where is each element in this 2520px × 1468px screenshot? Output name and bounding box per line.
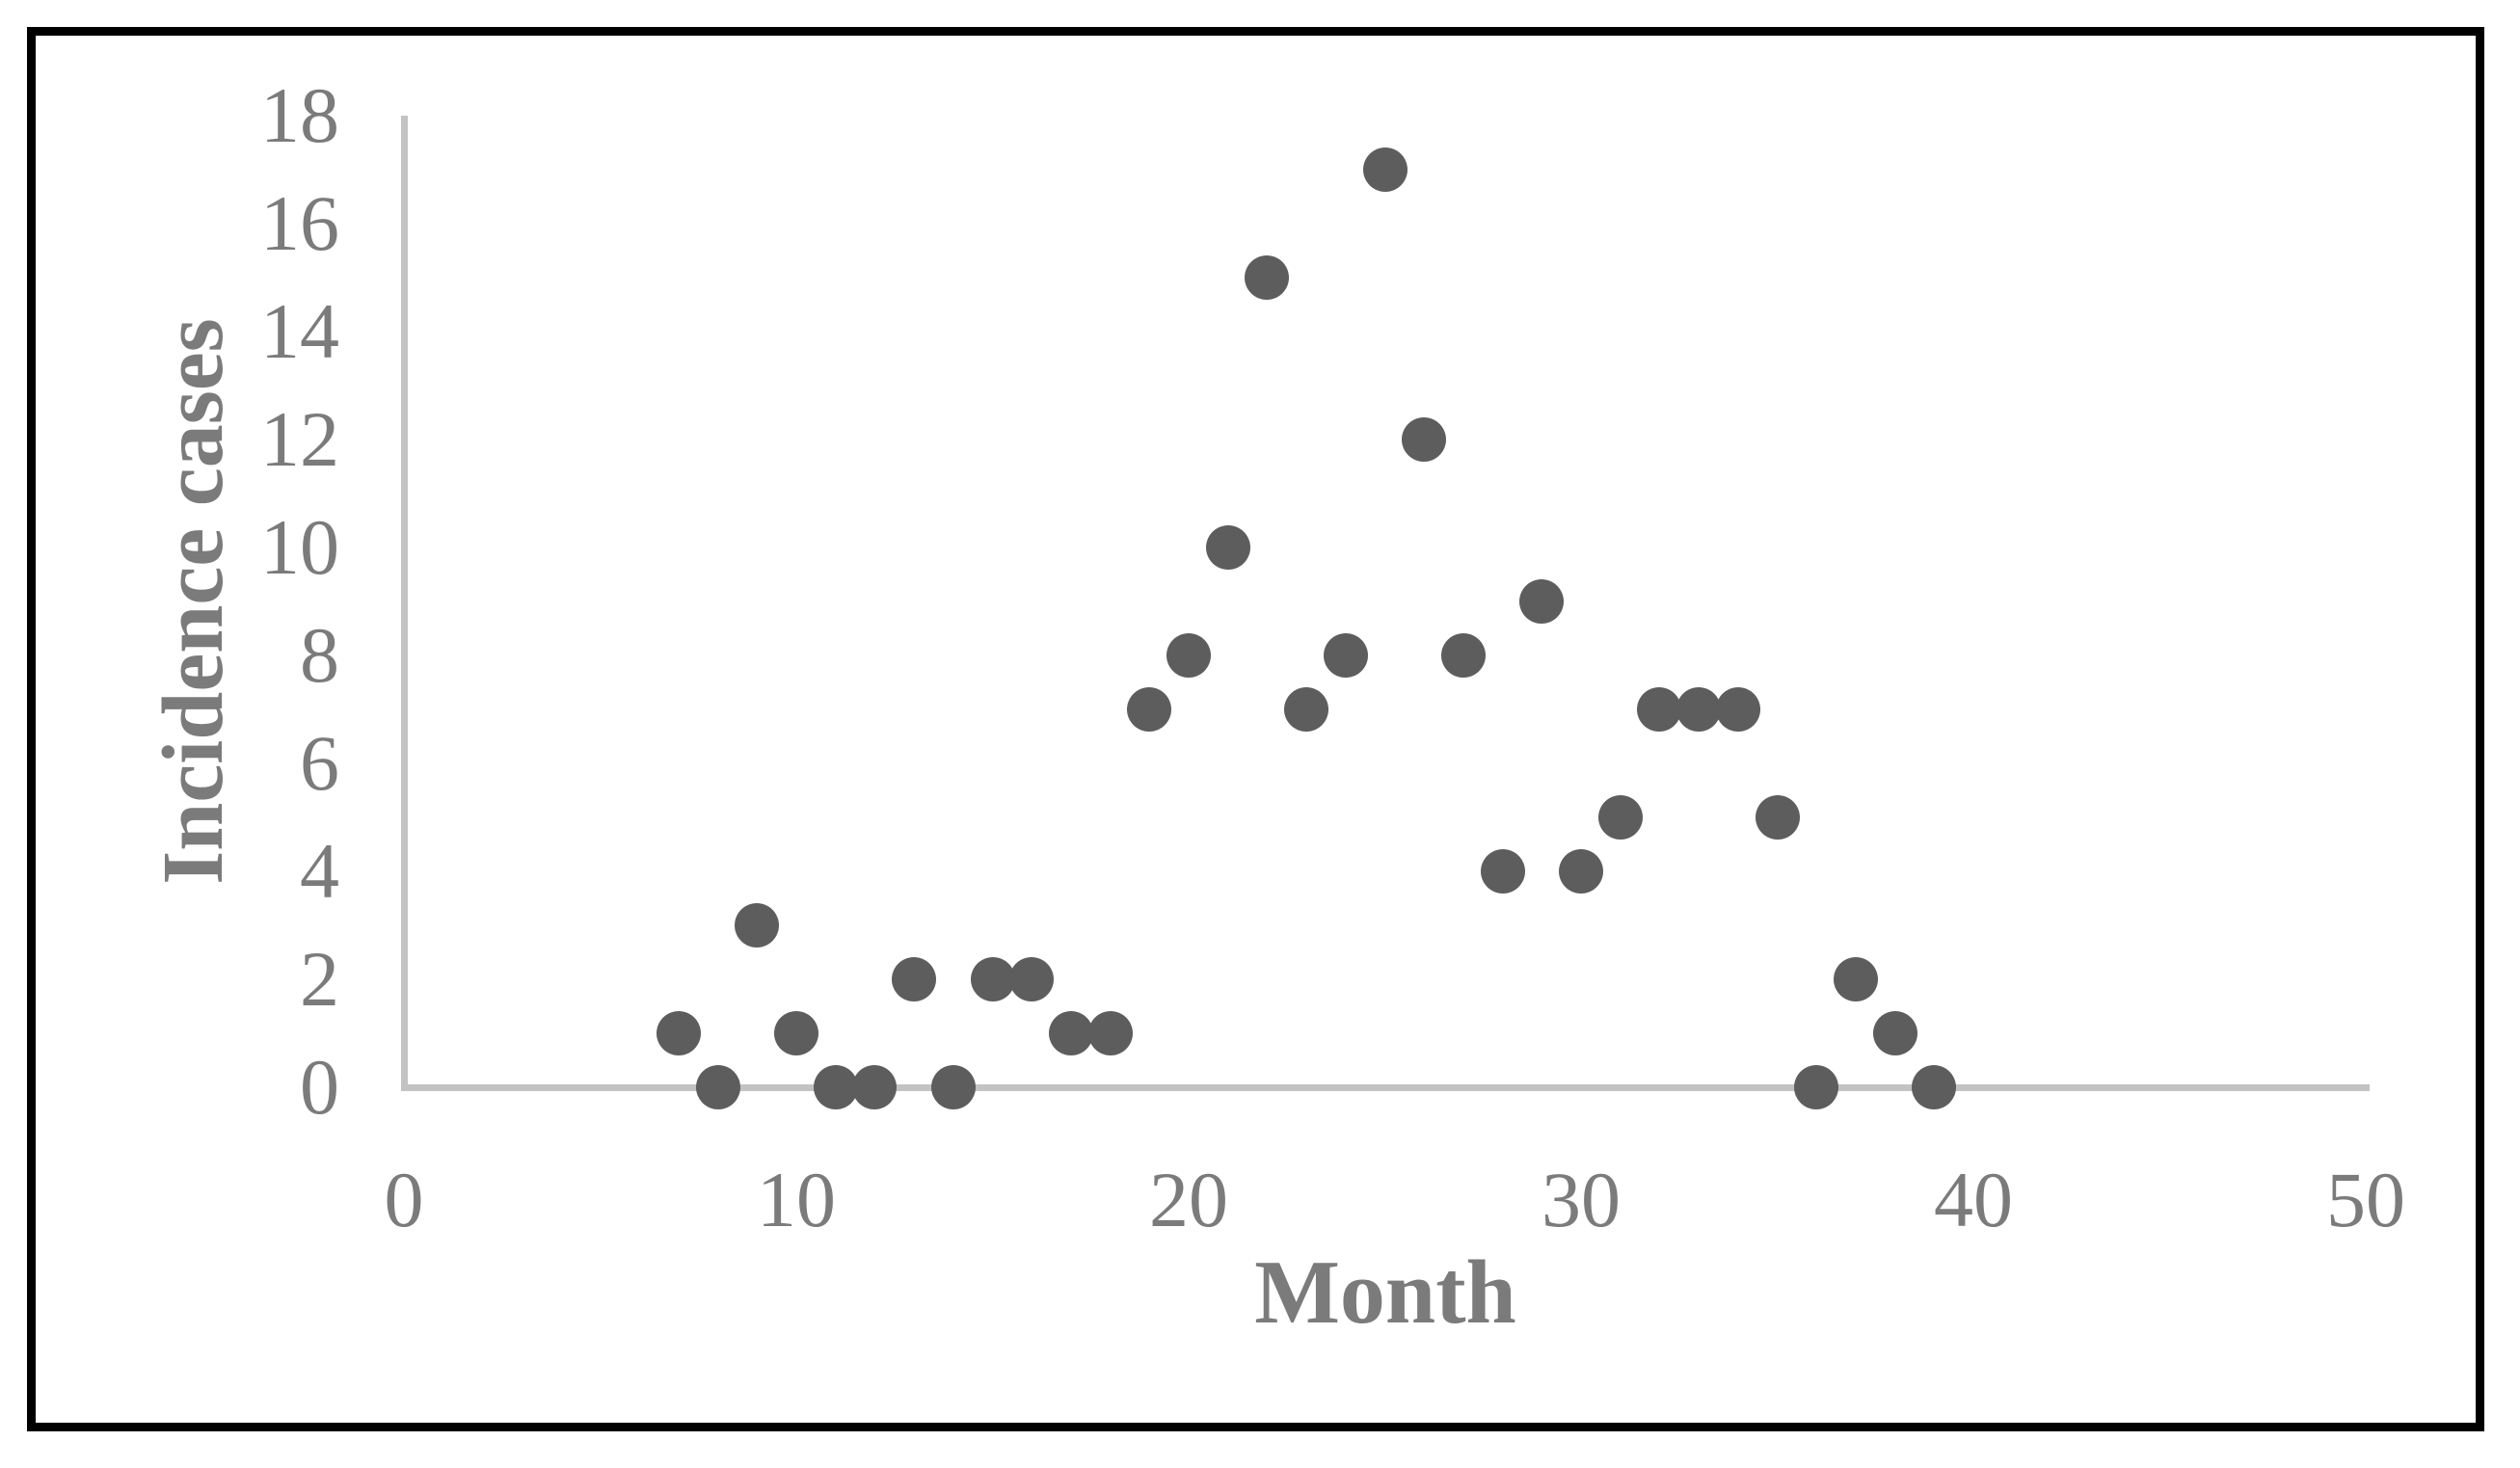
- data-point: [1440, 633, 1486, 678]
- x-tick-label: 20: [1149, 1156, 1228, 1243]
- data-point: [1009, 957, 1055, 1001]
- data-point: [1519, 579, 1565, 624]
- x-tick-label: 10: [757, 1156, 836, 1243]
- data-point: [1087, 1011, 1133, 1055]
- y-tick-label: 12: [260, 395, 339, 483]
- y-axis-title: Incidence cases: [146, 318, 241, 885]
- y-tick-label: 18: [260, 71, 339, 159]
- data-point: [1833, 957, 1878, 1001]
- data-point: [1127, 687, 1172, 732]
- y-tick-label: 4: [300, 827, 339, 915]
- data-point: [1676, 687, 1722, 732]
- data-point: [813, 1065, 858, 1109]
- data-point: [970, 957, 1015, 1001]
- data-point: [1912, 1065, 1957, 1109]
- data-point: [1559, 849, 1603, 894]
- x-tick-label: 50: [2326, 1156, 2405, 1243]
- y-tick-label: 0: [300, 1043, 339, 1131]
- data-point: [1794, 1065, 1839, 1109]
- data-point: [1048, 1011, 1093, 1055]
- data-point: [1362, 147, 1407, 192]
- data-point: [656, 1011, 701, 1055]
- data-point: [892, 957, 937, 1001]
- data-point: [695, 1065, 740, 1109]
- data-point: [1284, 687, 1329, 732]
- x-tick-label: 30: [1541, 1156, 1621, 1243]
- data-point: [1637, 687, 1682, 732]
- data-point: [1245, 255, 1290, 300]
- data-point: [1480, 849, 1525, 894]
- data-point: [930, 1065, 976, 1109]
- x-axis-line: [400, 1083, 2370, 1091]
- x-axis-title: Month: [1254, 1242, 1516, 1343]
- data-point: [1402, 417, 1447, 462]
- data-point: [1597, 795, 1643, 840]
- y-tick-label: 8: [300, 611, 339, 699]
- data-point: [1166, 633, 1211, 678]
- data-point: [1715, 687, 1760, 732]
- y-tick-label: 2: [300, 935, 339, 1023]
- data-point: [1323, 633, 1368, 678]
- x-tick-label: 40: [1934, 1156, 2013, 1243]
- data-point: [1205, 525, 1250, 570]
- y-axis-line: [400, 116, 408, 1091]
- data-point: [735, 903, 780, 948]
- y-tick-label: 14: [260, 287, 339, 375]
- y-tick-label: 16: [260, 179, 339, 267]
- data-point: [774, 1011, 818, 1055]
- y-tick-label: 10: [260, 503, 339, 591]
- data-point: [1755, 795, 1800, 840]
- data-point: [1872, 1011, 1917, 1055]
- x-tick-label: 0: [384, 1156, 424, 1243]
- y-tick-label: 6: [300, 719, 339, 807]
- data-point: [852, 1065, 898, 1109]
